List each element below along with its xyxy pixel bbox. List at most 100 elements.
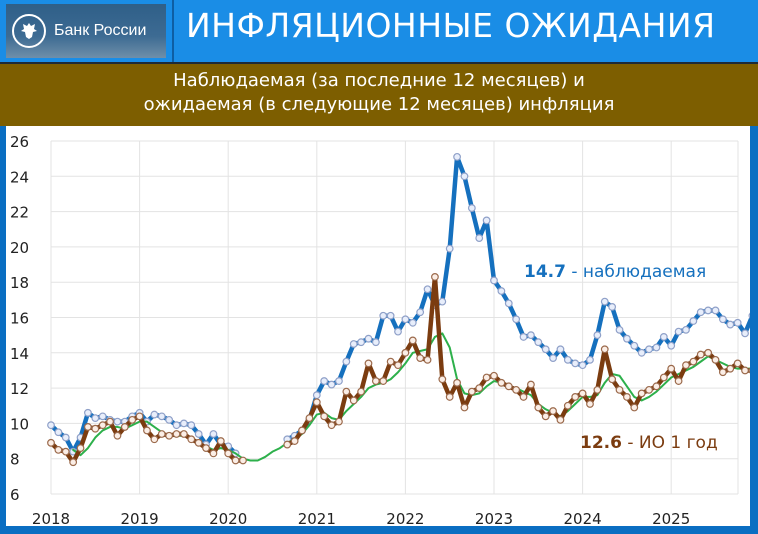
data-point [445, 244, 454, 253]
data-point [349, 340, 358, 348]
data-point [586, 355, 594, 364]
data-point [504, 299, 513, 308]
data-point [645, 345, 653, 354]
data-point [423, 285, 432, 294]
data-point [563, 401, 572, 410]
y-tick-label: 22 [10, 204, 29, 222]
y-tick-label: 8 [10, 451, 20, 469]
data-point [357, 387, 366, 396]
data-point [209, 449, 218, 458]
logo-text: Банк России [54, 22, 147, 39]
data-point [179, 419, 188, 428]
grid [50, 140, 739, 495]
data-point [445, 393, 454, 401]
data-point [667, 364, 676, 373]
data-point [54, 428, 63, 437]
data-point [327, 380, 336, 389]
data-point [349, 396, 358, 405]
data-point [231, 456, 240, 465]
data-point [120, 423, 129, 431]
data-point [527, 380, 535, 389]
data-point [578, 361, 587, 370]
x-tick-label: 2025 [652, 510, 690, 526]
y-tick-label: 24 [10, 168, 29, 186]
x-tick-label: 2020 [209, 510, 247, 526]
data-point [696, 308, 705, 317]
data-point [438, 375, 447, 384]
data-point [556, 415, 565, 424]
expected-value: 12.6 [580, 433, 622, 453]
data-point [497, 287, 506, 295]
data-point [327, 421, 336, 430]
data-point [179, 430, 188, 438]
expected-annotation: 12.6 - ИО 1 год [580, 433, 718, 453]
data-point [106, 417, 114, 426]
data-point [571, 393, 580, 401]
data-point [682, 325, 690, 334]
data-point [283, 440, 292, 449]
data-point [335, 377, 343, 385]
data-point [371, 377, 380, 385]
data-point [571, 359, 580, 368]
data-point [143, 426, 151, 435]
data-point [342, 357, 351, 366]
data-point [379, 377, 388, 385]
data-point [84, 408, 92, 417]
data-point [209, 430, 218, 438]
data-point [490, 276, 498, 285]
data-point [593, 331, 602, 340]
data-point [482, 216, 491, 225]
data-point [61, 447, 70, 456]
data-point [615, 325, 624, 334]
data-point [172, 430, 181, 438]
data-point [556, 345, 565, 354]
data-point [623, 393, 631, 401]
data-point [408, 318, 417, 327]
data-point [674, 377, 683, 385]
data-point [401, 348, 410, 357]
series-line [285, 274, 758, 447]
data-point [371, 338, 380, 347]
data-point [91, 424, 100, 433]
data-point [741, 366, 749, 375]
data-point [165, 415, 174, 424]
data-point [733, 318, 742, 327]
data-point [711, 306, 720, 315]
data-point [47, 438, 55, 447]
data-point [54, 445, 63, 454]
bank-logo: Банк России [6, 4, 166, 58]
data-point [563, 355, 572, 364]
data-point [187, 421, 196, 430]
data-point [645, 385, 653, 394]
data-point [335, 417, 343, 426]
data-point [305, 414, 314, 423]
data-point [312, 391, 321, 400]
x-tick-label: 2019 [121, 510, 159, 526]
double-headed-eagle-icon [12, 14, 46, 48]
data-point [541, 345, 550, 354]
data-point [497, 378, 506, 387]
header-divider [172, 0, 174, 62]
data-point [98, 421, 107, 430]
data-point [652, 382, 661, 391]
data-point [386, 311, 395, 320]
data-point [298, 426, 306, 435]
data-point [98, 412, 107, 421]
data-point [113, 417, 122, 426]
data-point [689, 317, 698, 325]
data-point [394, 361, 402, 370]
data-point [726, 364, 735, 373]
y-tick-label: 12 [10, 380, 29, 398]
data-point [84, 423, 92, 431]
x-tick-label: 2018 [32, 510, 70, 526]
page-title: ИНФЛЯЦИОННЫЕ ОЖИДАНИЯ [186, 6, 716, 45]
data-point [527, 331, 535, 340]
data-point [600, 297, 609, 306]
data-point [512, 385, 521, 394]
data-point [157, 412, 166, 421]
data-point [113, 431, 122, 440]
data-point [69, 458, 78, 467]
data-point [364, 359, 373, 368]
data-point [202, 444, 210, 453]
data-point [460, 172, 469, 181]
